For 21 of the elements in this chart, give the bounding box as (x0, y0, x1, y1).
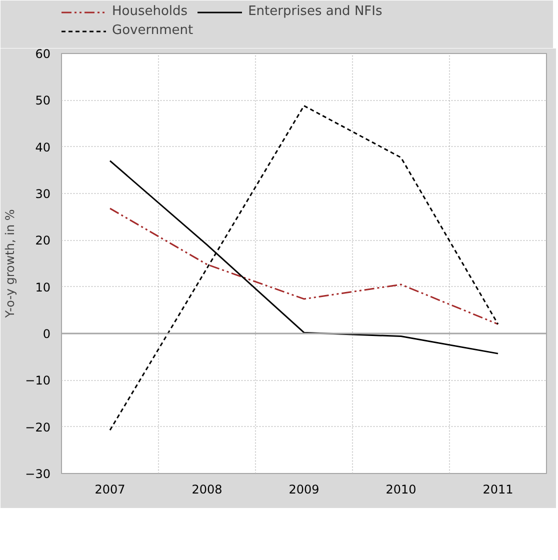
x-tick-label: 2008 (192, 482, 222, 496)
y-tick-label: 50 (35, 94, 51, 108)
y-tick-label: 20 (35, 234, 51, 248)
y-tick-label: 60 (35, 47, 51, 61)
y-tick-label: −30 (25, 467, 51, 481)
x-tick-label: 2011 (482, 482, 514, 496)
line-series (109, 208, 499, 325)
legend-label: Enterprises and NFIs (248, 4, 382, 19)
x-tick-label: 2010 (386, 482, 416, 496)
line-series (109, 105, 499, 431)
y-tick-label: 0 (42, 327, 51, 341)
y-tick-label: −10 (25, 374, 51, 388)
legend-label: Households (112, 4, 188, 19)
x-tick-label: 2007 (94, 482, 126, 496)
y-axis-title: Y-o-y growth, in % (3, 209, 18, 319)
y-tick-label: 40 (35, 140, 51, 154)
legend-label: Government (112, 23, 194, 38)
x-tick-label: 2009 (288, 482, 320, 496)
y-tick-label: 10 (35, 280, 51, 294)
y-tick-label: 30 (35, 187, 51, 201)
y-tick-label: −20 (25, 420, 51, 434)
